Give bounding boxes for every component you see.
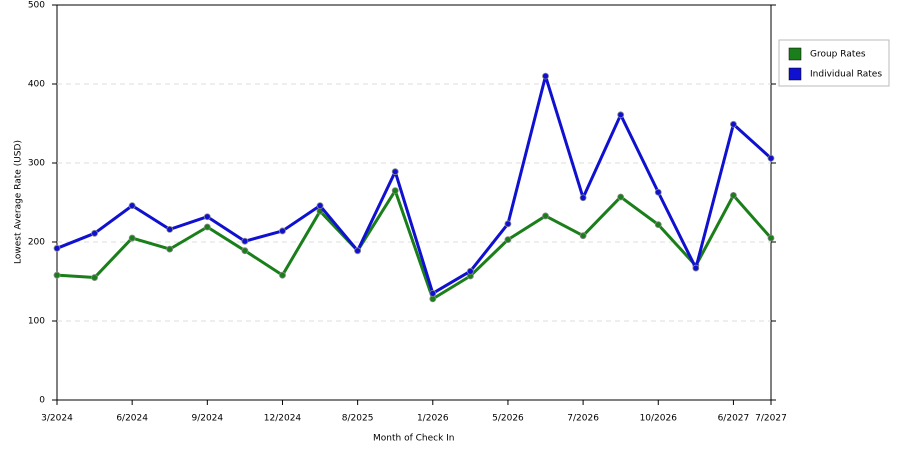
data-point [767,154,775,162]
data-point [91,229,98,237]
y-axis-label: Lowest Average Rate (USD) [14,140,24,264]
data-point [767,234,775,242]
x-axis-label: Month of Check In [373,434,455,444]
data-point [316,202,324,210]
legend-label: Individual Rates [810,70,882,80]
x-tick-label: 8/2025 [342,414,374,424]
data-point [617,193,625,201]
x-tick-label: 1/2026 [417,414,449,424]
series-line [56,74,773,295]
data-point [429,295,437,303]
data-point [654,221,662,229]
data-point [166,225,174,233]
data-point [692,264,700,272]
data-point [241,237,249,245]
legend-label: Group Rates [810,50,866,60]
x-tick-label: 7/2027 [755,414,787,424]
data-point [203,213,211,221]
x-tick-label: 7/2026 [567,414,599,424]
x-tick-label: 5/2026 [492,414,524,424]
y-tick-label: 500 [28,1,45,11]
data-point [203,223,211,231]
legend-swatch [788,47,802,61]
data-point [730,191,737,199]
data-point [504,220,512,228]
y-tick-label: 300 [28,159,45,169]
data-point [504,236,512,244]
y-tick-label: 0 [39,396,45,406]
data-point [617,111,625,119]
data-point [128,234,136,242]
data-point [279,271,286,279]
data-point [354,247,362,255]
x-tick-label: 6/2024 [116,414,148,424]
y-tick-label: 200 [28,238,45,248]
y-tick-label: 100 [28,317,45,327]
data-point [429,289,437,297]
data-point [91,274,98,281]
data-point [166,245,174,253]
data-point [466,267,474,275]
x-tick-label: 9/2024 [191,414,223,424]
data-point [730,120,737,128]
x-tick-label: 6/2027 [718,414,750,424]
series-line [56,189,773,301]
data-point [128,202,136,210]
data-point [53,271,61,279]
legend-swatch [788,67,802,81]
x-tick-label: 12/2024 [264,414,302,424]
x-tick-label: 10/2026 [640,414,678,424]
y-tick-label: 400 [28,80,45,90]
data-point [579,194,587,202]
data-point [542,212,549,220]
data-point [654,188,662,196]
data-point [53,244,61,252]
plot-frame [56,4,772,401]
data-point [391,187,399,195]
data-point [391,168,399,176]
data-point [279,227,286,235]
x-tick-label: 3/2024 [41,414,73,424]
data-point [579,232,587,240]
data-point [241,247,249,255]
data-point [542,72,549,80]
